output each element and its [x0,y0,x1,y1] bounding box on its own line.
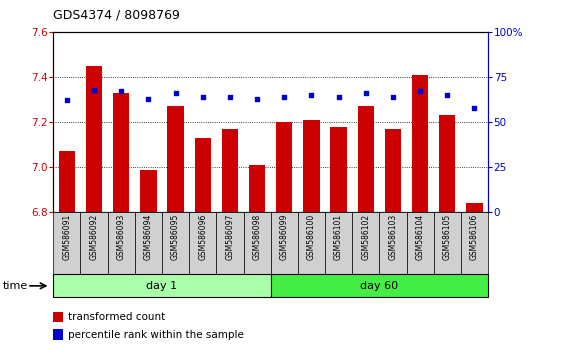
Point [117,88,126,94]
Bar [59,152,75,212]
Point [443,92,452,98]
Bar [243,212,270,274]
Bar [80,212,108,274]
Bar [195,138,211,212]
Bar [270,212,298,274]
Point [62,98,71,103]
Point [252,96,261,102]
Text: transformed count: transformed count [68,312,165,322]
Bar [412,75,428,212]
Bar [276,122,292,212]
Bar [249,165,265,212]
Bar [434,212,461,274]
Bar [108,212,135,274]
Text: percentile rank within the sample: percentile rank within the sample [68,330,244,339]
Text: day 60: day 60 [360,281,398,291]
Text: time: time [3,281,28,291]
Point [280,94,289,100]
Text: GSM586092: GSM586092 [90,214,99,260]
Bar [330,127,347,212]
Point [144,96,153,102]
Bar [325,212,352,274]
Text: GSM586096: GSM586096 [198,214,207,260]
Text: GDS4374 / 8098769: GDS4374 / 8098769 [53,8,180,21]
Text: GSM586093: GSM586093 [117,214,126,260]
Bar [407,212,434,274]
Bar [379,212,407,274]
Text: GSM586103: GSM586103 [388,214,397,260]
Bar [167,106,183,212]
Bar [189,212,217,274]
Point [361,90,370,96]
Text: GSM586098: GSM586098 [252,214,261,260]
Text: GSM586104: GSM586104 [416,214,425,260]
Bar [135,212,162,274]
Point [470,105,479,110]
Bar [439,115,456,212]
Bar [140,170,157,212]
Bar [270,274,488,297]
Bar [222,129,238,212]
Text: GSM586101: GSM586101 [334,214,343,260]
Bar [385,129,401,212]
Text: GSM586094: GSM586094 [144,214,153,260]
Bar [357,106,374,212]
Text: GSM586091: GSM586091 [62,214,71,260]
Bar [162,212,189,274]
Point [307,92,316,98]
Bar [352,212,379,274]
Text: GSM586097: GSM586097 [226,214,234,260]
Point [198,94,207,100]
Bar [86,66,102,212]
Point [416,88,425,94]
Text: GSM586099: GSM586099 [280,214,289,260]
Text: GSM586105: GSM586105 [443,214,452,260]
Bar [304,120,320,212]
Text: GSM586102: GSM586102 [361,214,370,260]
Text: GSM586095: GSM586095 [171,214,180,260]
Bar [298,212,325,274]
Point [226,94,234,100]
Bar [461,212,488,274]
Bar [217,212,243,274]
Bar [53,212,80,274]
Bar [113,93,130,212]
Point [334,94,343,100]
Bar [466,204,482,212]
Point [90,87,99,92]
Point [388,94,397,100]
Bar [53,274,270,297]
Text: GSM586100: GSM586100 [307,214,316,260]
Point [171,90,180,96]
Text: day 1: day 1 [146,281,177,291]
Text: GSM586106: GSM586106 [470,214,479,260]
